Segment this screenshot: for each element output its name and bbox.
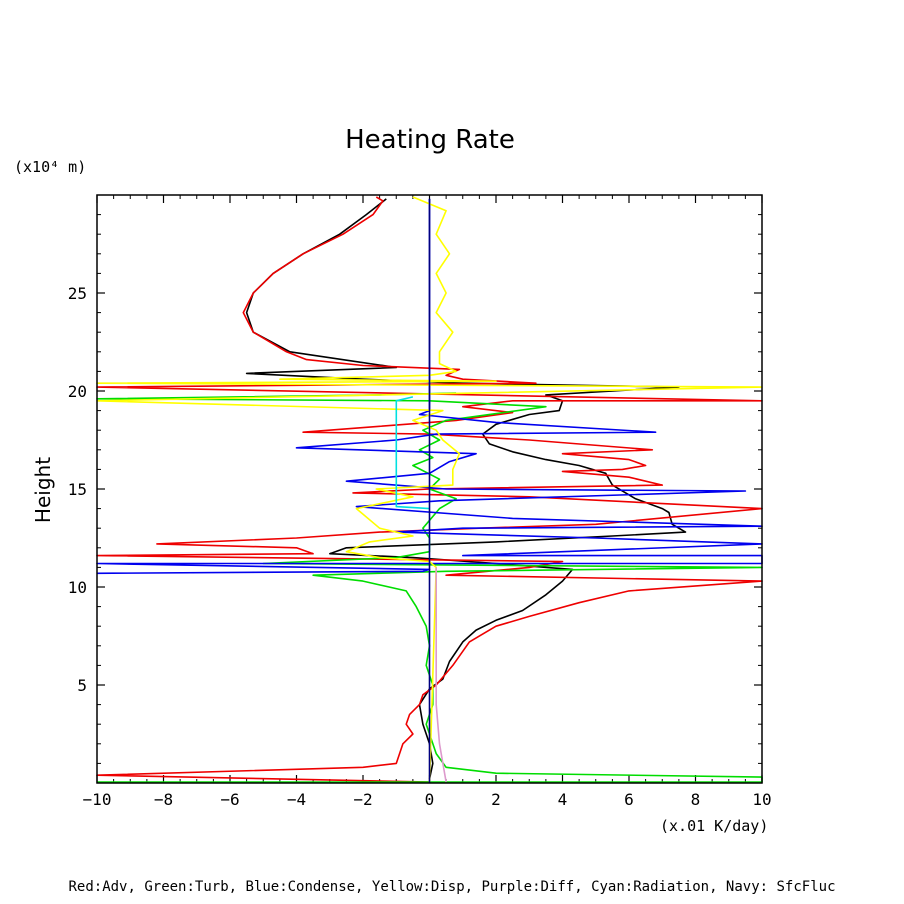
series-line-green-turb bbox=[96, 392, 763, 783]
series-line-red-adv bbox=[96, 196, 763, 783]
x-tick-label: 4 bbox=[558, 790, 568, 809]
plot-frame bbox=[96, 194, 763, 784]
chart-title: Heating Rate bbox=[345, 125, 515, 155]
x-tick-label: −6 bbox=[220, 790, 239, 809]
x-tick-label: 0 bbox=[425, 790, 435, 809]
series-line-cyan-radiation bbox=[395, 396, 430, 510]
series-line-purple-diff bbox=[435, 567, 447, 783]
x-tick-label: 10 bbox=[752, 790, 771, 809]
y-tick-label: 15 bbox=[68, 480, 87, 499]
y-tick-label: 10 bbox=[68, 578, 87, 597]
x-tick-label: 6 bbox=[624, 790, 634, 809]
x-tick-label: −4 bbox=[287, 790, 306, 809]
y-axis-label: Height bbox=[31, 457, 55, 523]
x-unit-label: (x.01 K/day) bbox=[660, 817, 768, 835]
tick-labels: −10 −8 −6 −4 −2 0 2 4 6 8 10 5 10 15 20 25 bbox=[68, 284, 772, 809]
y-tick-label: 5 bbox=[77, 676, 87, 695]
y-tick-label: 20 bbox=[68, 382, 87, 401]
x-tick-label: −2 bbox=[353, 790, 372, 809]
x-tick-label: 2 bbox=[491, 790, 501, 809]
series-line-yellow-disp bbox=[96, 196, 763, 783]
x-tick-label: −10 bbox=[83, 790, 112, 809]
y-tick-label: 25 bbox=[68, 284, 87, 303]
series-line-total bbox=[245, 198, 687, 780]
y-unit-label: (x10⁴ m) bbox=[14, 158, 86, 176]
legend-footer: Red:Adv, Green:Turb, Blue:Condense, Yell… bbox=[68, 879, 835, 895]
x-tick-label: 8 bbox=[691, 790, 701, 809]
x-tick-label: −8 bbox=[154, 790, 173, 809]
